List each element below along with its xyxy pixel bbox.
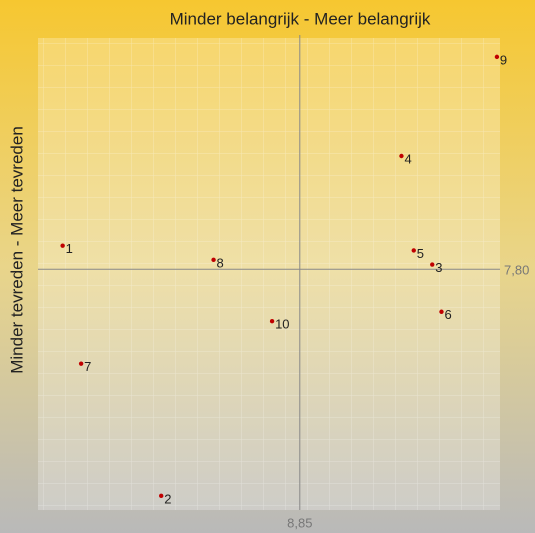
y-tick-label: 7,80 [504, 263, 529, 278]
point-label: 8 [217, 255, 224, 270]
plot-area [38, 38, 500, 510]
point-label: 6 [444, 307, 451, 322]
point [411, 248, 416, 253]
point-label: 10 [275, 317, 289, 332]
y-axis-title: Minder tevreden - Meer tevreden [7, 126, 26, 374]
point-label: 9 [500, 52, 507, 67]
point-label: 2 [164, 491, 171, 506]
point [159, 493, 164, 499]
point [399, 153, 404, 159]
point [494, 54, 500, 60]
point-label: 1 [66, 241, 73, 256]
x-axis-title: Minder belangrijk - Meer belangrijk [170, 9, 431, 28]
point [211, 257, 216, 263]
point-label: 5 [417, 246, 424, 261]
point-label: 4 [404, 151, 411, 166]
point-label: 7 [84, 359, 91, 374]
point [60, 243, 65, 248]
point-label: 3 [435, 260, 442, 275]
point [430, 262, 435, 267]
x-tick-label: 8,85 [287, 515, 312, 530]
point [78, 361, 84, 366]
point [269, 319, 275, 324]
point [439, 309, 444, 314]
